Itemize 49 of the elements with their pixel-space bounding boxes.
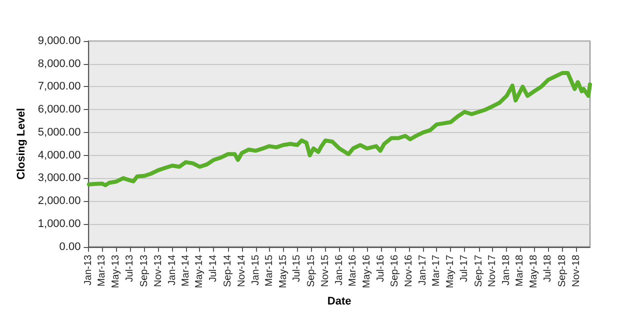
x-tick-label: Sep-14	[222, 254, 234, 288]
x-tick-label: Jan-15	[250, 254, 262, 286]
x-tick-label: Mar-16	[348, 254, 359, 286]
x-tick-label: Jul-18	[542, 254, 554, 282]
x-tick-label: Sep-13	[138, 254, 150, 288]
y-tick-label: 5,000.00	[38, 126, 81, 138]
x-tick-label: Nov-18	[570, 254, 582, 288]
x-tick-label: Jul-13	[124, 254, 136, 282]
x-tick-label: Nov-14	[236, 254, 248, 288]
y-tick-label: 9,000.00	[38, 35, 81, 47]
x-tick-label: May-18	[528, 254, 540, 288]
y-axis-title: Closing Level	[16, 108, 28, 180]
line-series	[86, 71, 592, 188]
x-tick-label: Sep-18	[556, 254, 568, 288]
x-tick-label: May-16	[362, 254, 373, 288]
y-tick-label: 8,000.00	[38, 58, 81, 70]
x-tick-label: Mar-13	[96, 254, 108, 286]
x-tick-label: Mar-17	[431, 254, 442, 286]
x-tick-label: May-17	[445, 254, 456, 288]
x-tick-label: Jan-17	[418, 254, 429, 286]
x-tick-label: Mar-18	[514, 254, 526, 286]
y-tick-label: 0.00	[59, 240, 81, 253]
y-tick-label: 3,000.00	[38, 172, 81, 184]
x-tick-label: May-13	[110, 254, 122, 288]
x-tick-label: May-14	[194, 254, 206, 288]
x-axis-title: Date	[327, 296, 352, 308]
x-tick-label: Jul-14	[208, 254, 220, 282]
x-tick-label: Sep-16	[390, 254, 401, 288]
x-tick-label: Sep-17	[473, 254, 484, 288]
x-tick-label: Nov-15	[320, 254, 331, 288]
y-tick-label: 4,000.00	[38, 149, 81, 162]
y-tick-label: 6,000.00	[38, 104, 81, 116]
x-tick-label: Jul-17	[459, 254, 470, 282]
x-tick-label: Jan-14	[166, 254, 178, 286]
x-tick-label: Jul-15	[292, 254, 303, 282]
x-tick-label: Mar-14	[180, 254, 192, 286]
y-tick-label: 2,000.00	[38, 195, 81, 208]
x-tick-label: Jul-16	[376, 254, 387, 282]
x-tick-label: Jan-18	[501, 254, 512, 286]
x-tick-label: Nov-13	[152, 254, 164, 288]
y-tick-label: 7,000.00	[38, 80, 81, 93]
x-tick-label: Jan-13	[83, 254, 94, 286]
x-tick-label: Nov-16	[404, 254, 415, 288]
x-tick-label: Jan-16	[334, 254, 345, 286]
x-tick-label: Nov-17	[487, 254, 498, 288]
y-tick-label: 1,000.00	[38, 218, 81, 230]
x-tick-label: Mar-15	[264, 254, 275, 286]
x-tick-label: Sep-15	[306, 254, 317, 288]
x-tick-label: May-15	[278, 254, 289, 288]
